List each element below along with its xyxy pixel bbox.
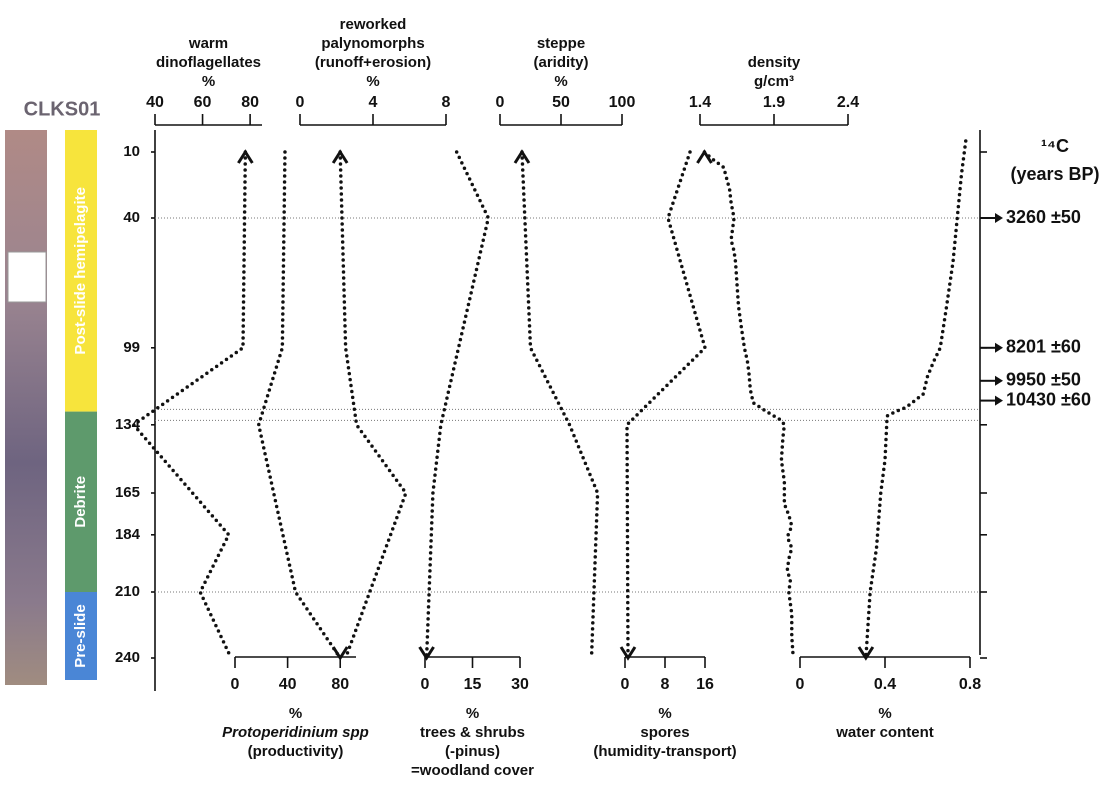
unit-label: Pre-slide — [72, 604, 89, 667]
y-tick-label: 10 — [123, 143, 140, 160]
x-tick-label: 80 — [241, 94, 259, 111]
x-tick-label: 0 — [796, 676, 805, 693]
x-tick-label: 80 — [331, 676, 349, 693]
axis-title: % — [289, 705, 302, 722]
chart: CLKS01 104099134165184210240Post-slide h… — [0, 0, 1118, 789]
axis-title: % — [658, 705, 671, 722]
x-tick-label: 100 — [609, 94, 636, 111]
proxy-curve — [866, 141, 966, 658]
age-arrowhead — [995, 213, 1003, 223]
core-photo — [5, 130, 47, 685]
proxy-curve — [259, 152, 341, 658]
proxy-curve — [134, 152, 246, 658]
age-label: 3260 ±50 — [1006, 207, 1081, 227]
unit-label: Post-slide hemipelagite — [72, 187, 89, 355]
proxy-curve — [522, 152, 598, 658]
x-tick-label: 8 — [661, 676, 670, 693]
y-tick-label: 99 — [123, 339, 140, 356]
x-tick-label: 2.4 — [837, 94, 859, 111]
axis-title: density — [748, 54, 801, 71]
x-tick-label: 60 — [194, 94, 212, 111]
age-arrowhead — [995, 343, 1003, 353]
age-label: 10430 ±60 — [1006, 389, 1091, 409]
axis-title: % — [554, 73, 567, 90]
age-label: 9950 ±50 — [1006, 370, 1081, 390]
age-title: ¹⁴C — [1041, 136, 1069, 156]
x-tick-label: 50 — [552, 94, 570, 111]
axis-title: dinoflagellates — [156, 54, 261, 71]
x-tick-label: 0 — [496, 94, 505, 111]
axis-title: g/cm³ — [754, 73, 794, 90]
age-title: (years BP) — [1010, 164, 1099, 184]
age-arrowhead — [995, 396, 1003, 406]
y-tick-label: 40 — [123, 209, 140, 226]
axis-title: % — [366, 73, 379, 90]
axis-title: warm — [188, 35, 228, 52]
axis-title: =woodland cover — [411, 762, 534, 779]
proxy-curve — [627, 152, 705, 658]
axis-title: (runoff+erosion) — [315, 54, 431, 71]
axis-title: reworked — [340, 16, 407, 33]
x-tick-label: 16 — [696, 676, 714, 693]
axis-title: % — [878, 705, 891, 722]
proxy-curve — [427, 152, 489, 658]
proxy-curve — [340, 152, 406, 658]
y-tick-label: 184 — [115, 526, 141, 543]
x-tick-label: 8 — [442, 94, 451, 111]
age-label: 8201 ±60 — [1006, 337, 1081, 357]
x-tick-label: 40 — [279, 676, 297, 693]
axis-title: % — [202, 73, 215, 90]
axis-title: (-pinus) — [445, 743, 500, 760]
axis-title: % — [466, 705, 479, 722]
x-tick-label: 30 — [511, 676, 529, 693]
y-tick-label: 240 — [115, 649, 140, 666]
x-tick-label: 15 — [464, 676, 482, 693]
axis-title: Protoperidinium spp — [222, 724, 369, 741]
proxy-curve — [704, 152, 793, 658]
arrowhead — [697, 152, 711, 163]
axis-title: steppe — [537, 35, 585, 52]
unit-label: Debrite — [72, 476, 89, 528]
x-tick-label: 0 — [231, 676, 240, 693]
core-gap — [8, 252, 46, 302]
x-tick-label: 0 — [421, 676, 430, 693]
axis-title: trees & shrubs — [420, 724, 525, 741]
axis-title: spores — [640, 724, 689, 741]
y-tick-label: 210 — [115, 583, 140, 600]
x-tick-label: 0 — [296, 94, 305, 111]
x-tick-label: 0 — [621, 676, 630, 693]
axis-title: (productivity) — [248, 743, 344, 760]
x-tick-label: 1.4 — [689, 94, 711, 111]
x-tick-label: 40 — [146, 94, 164, 111]
axis-title: water content — [835, 724, 934, 741]
axis-title: palynomorphs — [321, 35, 424, 52]
age-arrowhead — [995, 376, 1003, 386]
core-label: CLKS01 — [24, 98, 101, 120]
axis-title: (humidity-transport) — [593, 743, 736, 760]
x-tick-label: 0.4 — [874, 676, 896, 693]
axis-title: (aridity) — [533, 54, 588, 71]
y-tick-label: 165 — [115, 484, 140, 501]
x-tick-label: 0.8 — [959, 676, 981, 693]
x-tick-label: 1.9 — [763, 94, 785, 111]
x-tick-label: 4 — [369, 94, 378, 111]
